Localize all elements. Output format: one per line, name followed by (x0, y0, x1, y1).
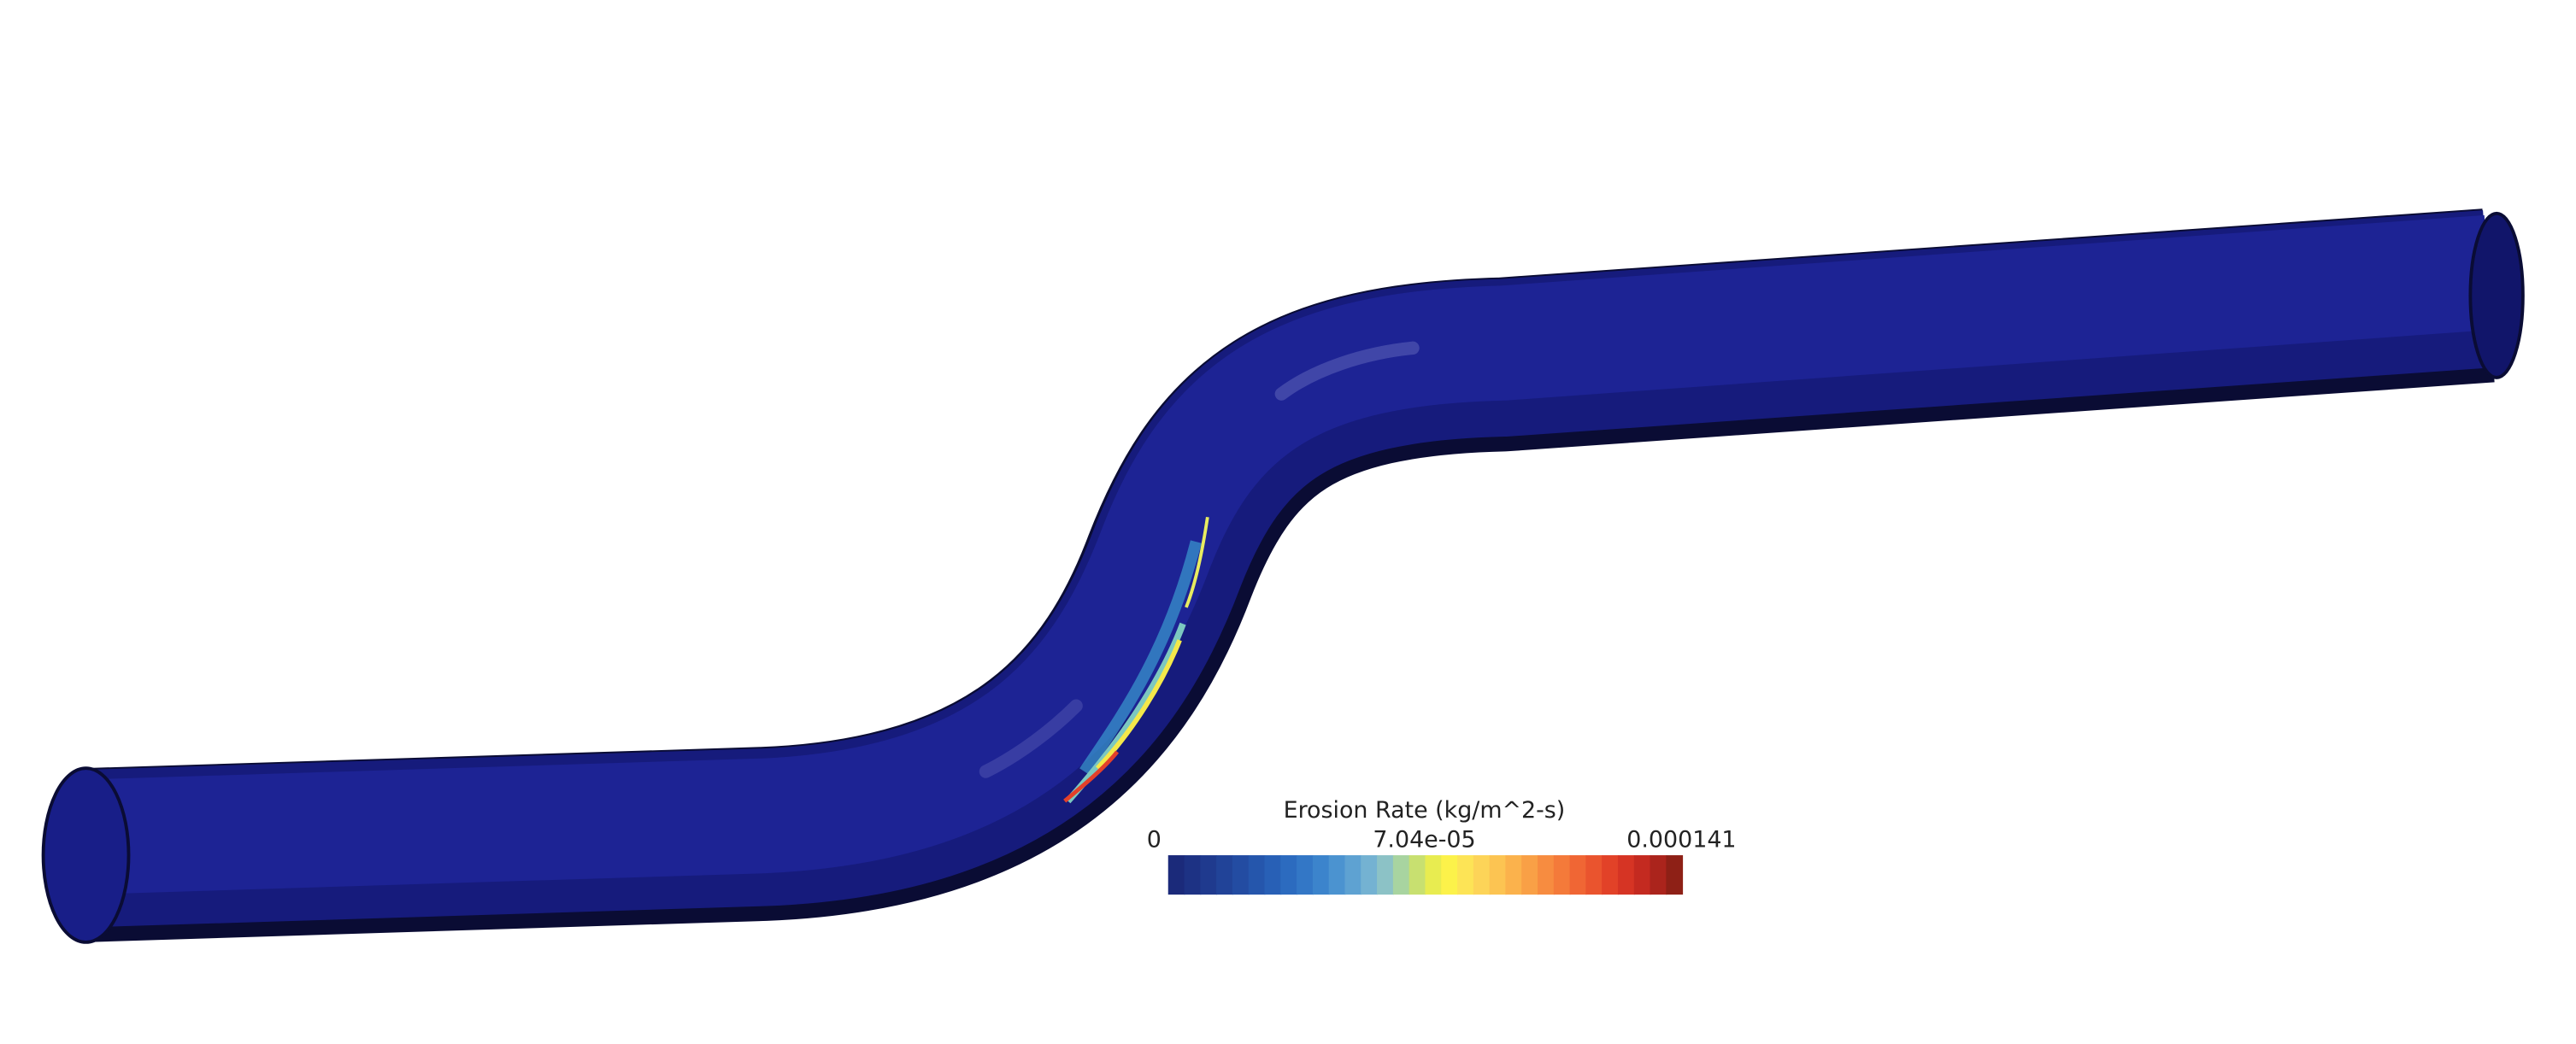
color-bar-segment (1216, 855, 1233, 895)
color-bar-segment (1553, 855, 1571, 895)
color-bar-segment (1473, 855, 1491, 895)
color-bar-segment (1377, 855, 1394, 895)
legend-tick-label: 0 (1147, 826, 1162, 853)
color-bar-segment (1264, 855, 1282, 895)
color-bar-segment (1328, 855, 1346, 895)
color-bar-segment (1537, 855, 1555, 895)
erosion-streak (1185, 516, 1209, 608)
legend-title: Erosion Rate (kg/m^2-s) (1284, 797, 1566, 824)
color-bar-segment (1602, 855, 1619, 895)
color-bar-segment (1489, 855, 1507, 895)
color-bar-segment (1569, 855, 1587, 895)
color-bar-segment (1666, 855, 1684, 895)
pipe-inlet (41, 766, 131, 944)
erosion-streak (1096, 639, 1182, 771)
color-bar-segment (1361, 855, 1379, 895)
pipe (41, 208, 2525, 944)
erosion-streak (1063, 750, 1120, 803)
color-legend: Erosion Rate (kg/m^2-s) 0 7.04e-05 0.000… (1147, 797, 1737, 895)
color-bar-segment (1585, 855, 1603, 895)
color-bar-segment (1441, 855, 1458, 895)
legend-tick-label: 7.04e-05 (1373, 826, 1475, 853)
color-bar-segment (1409, 855, 1426, 895)
color-bar-segment (1392, 855, 1410, 895)
color-bar-segment (1184, 855, 1202, 895)
color-bar-segment (1312, 855, 1330, 895)
legend-tick-label: 0.000141 (1626, 826, 1736, 853)
color-bar-segment (1280, 855, 1298, 895)
color-bar-segment (1344, 855, 1362, 895)
color-bar-segment (1232, 855, 1250, 895)
specular (979, 699, 1083, 778)
color-bar-segment (1457, 855, 1474, 895)
color-bar-segment (1200, 855, 1218, 895)
color-bar-segment (1521, 855, 1538, 895)
color-bar-segment (1167, 855, 1185, 895)
erosion-streak (1079, 540, 1202, 775)
color-bar-segment (1505, 855, 1523, 895)
color-bar (1167, 855, 1684, 895)
color-bar-segment (1633, 855, 1651, 895)
color-bar-segment (1650, 855, 1667, 895)
pipe-highlight (80, 214, 2493, 895)
erosion-pattern (1063, 516, 1209, 804)
color-bar-segment (1297, 855, 1314, 895)
color-bar-segment (1248, 855, 1266, 895)
color-bar-segment (1425, 855, 1443, 895)
color-bar-segment (1617, 855, 1635, 895)
specular (1274, 341, 1420, 401)
pipe-outlet (2468, 211, 2525, 379)
